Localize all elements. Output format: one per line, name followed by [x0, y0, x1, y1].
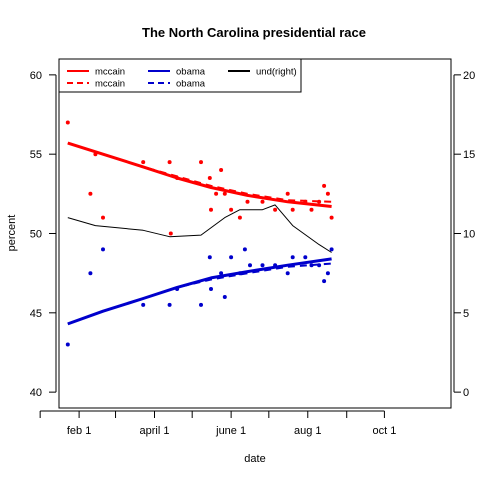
data-point-obama: [209, 287, 213, 291]
series-line-mccain-dashed: [67, 142, 332, 203]
legend-box: [58, 58, 302, 93]
legend-label: und(right): [256, 67, 297, 78]
data-point-obama: [290, 255, 295, 260]
data-point-obama: [222, 295, 227, 299]
data-point-mccain: [273, 207, 278, 212]
data-point-obama: [329, 247, 334, 252]
data-point-mccain: [175, 176, 180, 180]
data-point-mccain: [285, 191, 290, 196]
data-point-mccain: [214, 191, 219, 196]
data-point-mccain: [88, 191, 93, 196]
data-point-obama: [101, 247, 105, 252]
y-axis-left: 40 45 50 55 60: [30, 70, 57, 399]
data-point-mccain: [329, 215, 334, 220]
data-point-obama: [325, 271, 330, 276]
data-point-mccain: [207, 176, 212, 180]
data-point-obama: [309, 263, 314, 268]
data-point-mccain: [303, 199, 308, 204]
plot-frame: [58, 58, 452, 409]
data-point-mccain: [229, 207, 234, 212]
data-point-obama: [88, 271, 93, 276]
data-point-mccain: [101, 215, 105, 220]
chart-title: The North Carolina presidential race: [142, 25, 366, 40]
y-tick-label: 60: [30, 70, 42, 82]
data-point-obama: [285, 271, 290, 276]
y-tick-label: 45: [30, 308, 42, 320]
data-point-mccain: [309, 207, 314, 212]
series-line-und-right-solid: [67, 204, 332, 253]
y-tick-label: 55: [30, 149, 42, 161]
x-tick-label: june 1: [215, 425, 246, 437]
y-right-tick-label: 10: [463, 229, 475, 241]
data-point-mccain: [260, 199, 265, 204]
data-point-mccain: [199, 160, 203, 165]
data-point-obama: [199, 302, 203, 307]
series-line-obama-dashed: [67, 262, 332, 325]
legend-label: obama: [176, 67, 206, 78]
data-point-mccain: [290, 207, 295, 212]
data-point-obama: [303, 255, 308, 260]
data-point-obama: [237, 271, 242, 276]
series-line-obama-solid: [67, 257, 332, 326]
data-point-obama: [260, 263, 265, 268]
x-tick-label: feb 1: [67, 425, 91, 437]
y-right-tick-label: 0: [463, 387, 469, 399]
legend-label: mccain: [95, 79, 125, 90]
x-tick-label: oct 1: [372, 425, 396, 437]
legend-label: obama: [176, 79, 206, 90]
data-point-obama: [229, 255, 234, 260]
x-axis-label: date: [244, 453, 265, 465]
data-point-obama: [248, 263, 252, 268]
data-point-mccain: [325, 191, 330, 196]
data-point-mccain: [237, 215, 242, 220]
data-point-mccain: [93, 152, 98, 157]
data-point-obama: [242, 247, 247, 252]
x-tick-label: aug 1: [294, 425, 322, 437]
data-point-mccain: [209, 207, 213, 212]
data-point-obama: [317, 263, 322, 268]
data-point-mccain: [222, 191, 227, 196]
data-point-obama: [141, 302, 146, 307]
data-point-obama: [167, 302, 172, 307]
y-right-tick-label: 15: [463, 149, 475, 161]
data-point-obama: [322, 279, 327, 284]
series-line-mccain-solid: [67, 141, 332, 208]
y-tick-label: 50: [30, 229, 42, 241]
data-point-mccain: [219, 168, 224, 172]
x-axis: feb 1 april 1 june 1 aug 1 oct 1: [39, 410, 396, 437]
plot-marks: [65, 120, 334, 347]
data-point-obama: [219, 271, 224, 276]
data-point-mccain: [317, 199, 322, 204]
data-point-mccain: [141, 160, 146, 165]
data-point-mccain: [168, 231, 173, 236]
y-right-tick-label: 20: [463, 70, 475, 82]
data-point-mccain: [167, 160, 172, 165]
legend-label: mccain: [95, 67, 125, 78]
y-axis-label: percent: [6, 215, 18, 252]
data-point-obama: [207, 255, 212, 260]
y-right-tick-label: 5: [463, 308, 469, 320]
data-point-mccain: [322, 183, 327, 188]
data-point-obama: [175, 287, 180, 291]
x-tick-label: april 1: [140, 425, 170, 437]
data-point-obama: [273, 263, 278, 268]
data-point-mccain: [65, 120, 70, 125]
y-axis-right: 0 5 10 15 20: [453, 70, 475, 399]
data-point-mccain: [245, 199, 250, 204]
data-point-obama: [65, 342, 70, 347]
y-tick-label: 40: [30, 387, 42, 399]
